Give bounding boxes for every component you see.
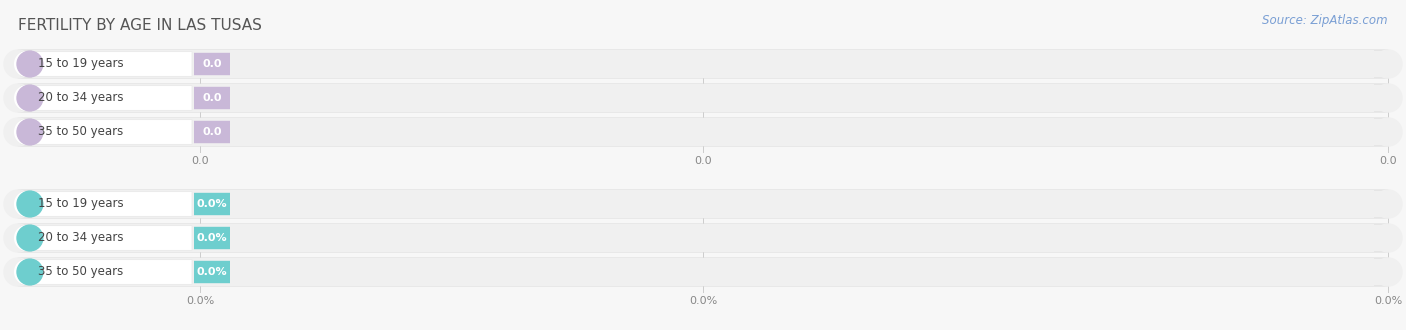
Circle shape (14, 86, 39, 110)
FancyBboxPatch shape (18, 258, 1388, 286)
Circle shape (4, 50, 32, 78)
FancyBboxPatch shape (32, 190, 1374, 218)
Circle shape (1374, 84, 1402, 112)
FancyBboxPatch shape (194, 261, 231, 283)
Circle shape (1374, 50, 1402, 78)
FancyBboxPatch shape (18, 190, 1388, 218)
Circle shape (1374, 258, 1402, 286)
Text: 0.0%: 0.0% (197, 233, 228, 243)
Text: 0.0: 0.0 (202, 93, 222, 103)
Text: 15 to 19 years: 15 to 19 years (38, 57, 124, 71)
Text: 0.0: 0.0 (202, 59, 222, 69)
Circle shape (14, 192, 39, 216)
Text: 0.0%: 0.0% (689, 296, 717, 306)
FancyBboxPatch shape (18, 84, 1388, 112)
FancyBboxPatch shape (194, 121, 231, 143)
FancyBboxPatch shape (194, 87, 231, 109)
Text: 0.0%: 0.0% (197, 199, 228, 209)
Text: FERTILITY BY AGE IN LAS TUSAS: FERTILITY BY AGE IN LAS TUSAS (18, 18, 262, 33)
FancyBboxPatch shape (18, 224, 1388, 252)
Circle shape (14, 226, 39, 250)
FancyBboxPatch shape (194, 227, 231, 249)
FancyBboxPatch shape (18, 118, 1388, 146)
FancyBboxPatch shape (21, 120, 193, 144)
Text: 0.0: 0.0 (191, 156, 209, 166)
Text: 0.0%: 0.0% (1374, 296, 1402, 306)
FancyBboxPatch shape (21, 86, 193, 110)
FancyBboxPatch shape (21, 260, 193, 284)
Circle shape (1374, 224, 1402, 252)
Circle shape (17, 119, 42, 145)
Text: 0.0: 0.0 (695, 156, 711, 166)
Circle shape (4, 84, 32, 112)
Circle shape (14, 260, 39, 284)
FancyBboxPatch shape (32, 50, 1374, 78)
Circle shape (4, 190, 32, 218)
Circle shape (4, 118, 32, 146)
FancyBboxPatch shape (32, 258, 1374, 286)
Circle shape (17, 225, 42, 251)
FancyBboxPatch shape (21, 52, 193, 76)
FancyBboxPatch shape (194, 53, 231, 75)
Circle shape (17, 85, 42, 111)
Circle shape (1374, 190, 1402, 218)
Circle shape (17, 259, 42, 285)
Circle shape (17, 191, 42, 217)
Text: 20 to 34 years: 20 to 34 years (38, 91, 124, 105)
Text: 15 to 19 years: 15 to 19 years (38, 197, 124, 211)
FancyBboxPatch shape (18, 50, 1388, 78)
Circle shape (4, 258, 32, 286)
Text: 0.0%: 0.0% (197, 267, 228, 277)
Circle shape (17, 51, 42, 77)
Text: Source: ZipAtlas.com: Source: ZipAtlas.com (1263, 14, 1388, 27)
FancyBboxPatch shape (21, 226, 193, 250)
Text: 20 to 34 years: 20 to 34 years (38, 232, 124, 245)
Text: 0.0: 0.0 (1379, 156, 1396, 166)
FancyBboxPatch shape (21, 192, 193, 216)
Text: 35 to 50 years: 35 to 50 years (38, 266, 122, 279)
Text: 35 to 50 years: 35 to 50 years (38, 125, 122, 139)
Circle shape (4, 224, 32, 252)
FancyBboxPatch shape (32, 84, 1374, 112)
FancyBboxPatch shape (32, 224, 1374, 252)
Text: 0.0%: 0.0% (186, 296, 214, 306)
Text: 0.0: 0.0 (202, 127, 222, 137)
FancyBboxPatch shape (32, 118, 1374, 146)
FancyBboxPatch shape (194, 193, 231, 215)
Circle shape (14, 52, 39, 76)
Circle shape (1374, 118, 1402, 146)
Circle shape (14, 120, 39, 144)
